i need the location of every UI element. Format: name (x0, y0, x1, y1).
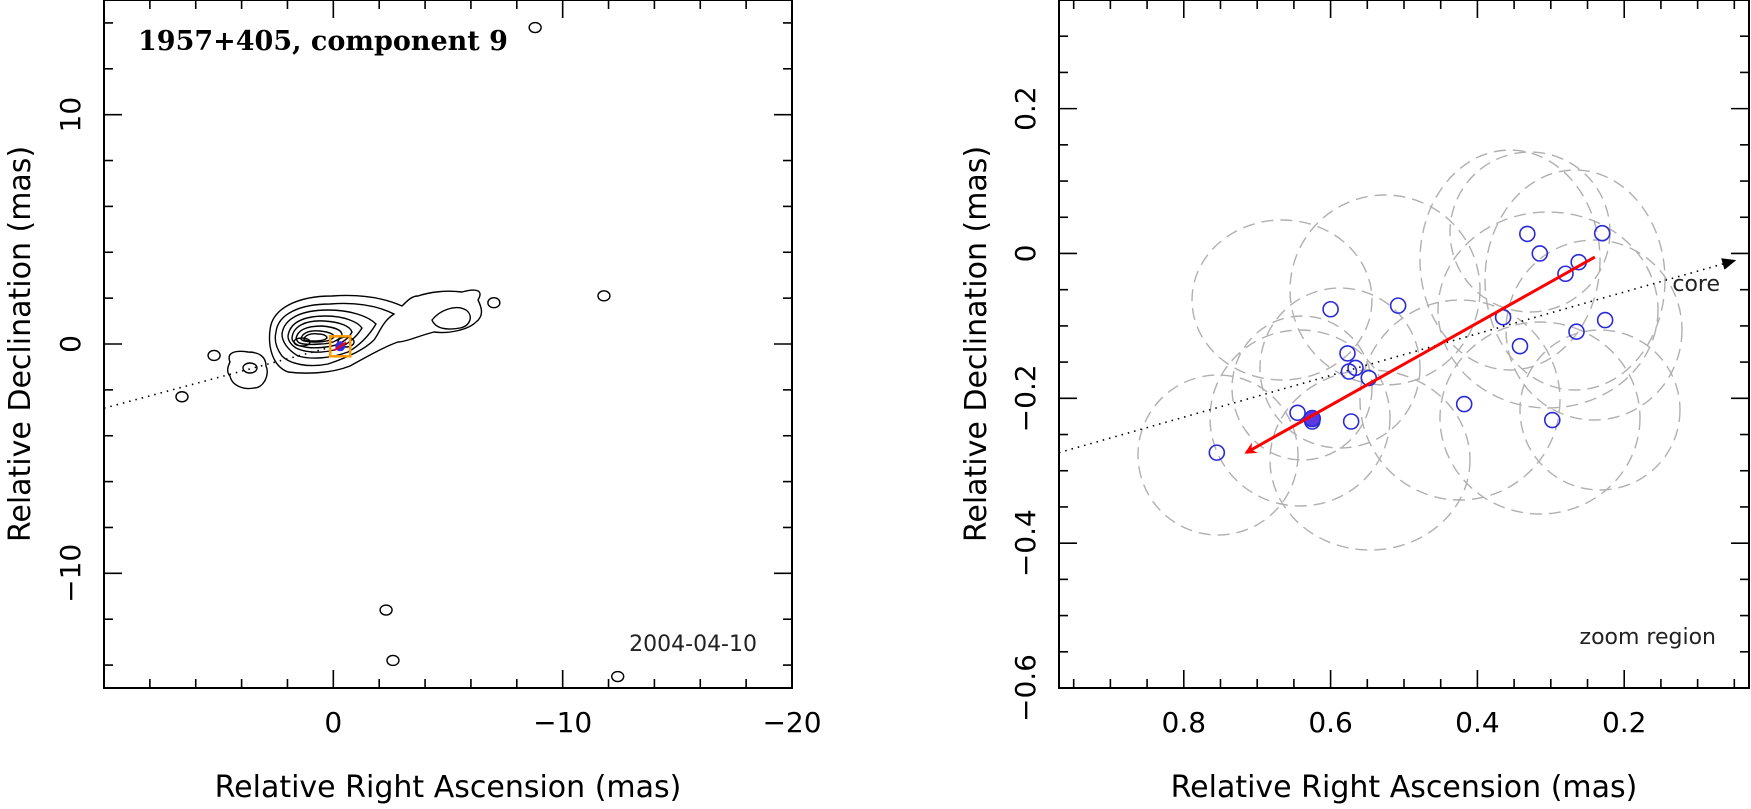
contour-island (528, 21, 542, 34)
component-position (1519, 225, 1536, 243)
right-xlabel: Relative Right Ascension (mas) (1171, 770, 1638, 805)
right-tick-labels: 0.8 0.6 0.4 0.2 −0.6 −0.4 −0.2 0 0.2 (1009, 86, 1646, 739)
left-plot-frame (103, 0, 793, 689)
ellipse (1137, 374, 1299, 536)
contour-knot-east (293, 337, 311, 347)
component-position (1543, 411, 1561, 429)
ellipse (1437, 211, 1659, 409)
y-tick-label: 0 (1009, 245, 1042, 263)
ellipse (1505, 239, 1683, 421)
y-tick-label: 10 (54, 97, 87, 133)
ellipse (1289, 194, 1481, 386)
contour-level-1 (268, 289, 483, 374)
component-position (1531, 245, 1549, 262)
contour-island (207, 349, 221, 362)
contour-level-2 (274, 302, 396, 367)
x-tick-label: 0.2 (1602, 706, 1647, 739)
component-position (1596, 311, 1614, 329)
y-tick-label: 0.2 (1009, 86, 1042, 131)
right-axis-ticks (1059, 0, 1749, 688)
right-plot-frame (1058, 0, 1750, 689)
component-position (1289, 404, 1306, 422)
component-position (1511, 337, 1529, 355)
y-tick-label: −0.2 (1009, 364, 1042, 432)
y-tick-label: 0 (54, 335, 87, 353)
component-position (1342, 413, 1360, 430)
contour-island (386, 654, 400, 667)
ellipse (1484, 169, 1666, 391)
left-ylabel: Relative Declination (mas) (3, 146, 38, 542)
left-panel-map: 0 −10 −20 −10 0 10 1957+405, component 9 2004… (3, 0, 822, 805)
uncertainty-ellipses (1137, 149, 1683, 551)
contour-east-blob (227, 350, 268, 390)
right-panel-zoom: 0.8 0.6 0.4 0.2 −0.6 −0.4 −0.2 0 0.2 core zoom r… (959, 0, 1750, 805)
component-position (1557, 265, 1574, 283)
x-tick-label: −20 (762, 706, 821, 739)
left-xlabel: Relative Right Ascension (mas) (215, 770, 682, 805)
epoch-label: 2004-04-10 (629, 632, 757, 657)
contour-level-8 (303, 333, 328, 342)
component-positions (1208, 224, 1614, 461)
contour-east-blob-inner (242, 362, 258, 374)
y-tick-label: −0.4 (1009, 509, 1042, 577)
x-tick-label: 0 (324, 706, 342, 739)
core-direction-line (1058, 258, 1737, 454)
component-marker (328, 335, 352, 358)
jet-direction-line (103, 343, 343, 409)
contour-island (379, 604, 393, 616)
ellipse (1449, 151, 1611, 313)
y-tick-label: −0.6 (1009, 654, 1042, 722)
x-tick-label: 0.4 (1455, 706, 1500, 739)
zoom-region-label: zoom region (1580, 625, 1716, 650)
component-position (1322, 300, 1339, 318)
component-position (1593, 224, 1611, 242)
contour-islands (175, 21, 625, 683)
contour-outer-jet (431, 306, 471, 330)
ellipse (1259, 287, 1421, 449)
left-axis-ticks (103, 0, 793, 688)
ellipse (1439, 321, 1641, 515)
left-tick-labels: 0 −10 −20 −10 0 10 (54, 97, 822, 739)
ellipse (1269, 369, 1471, 551)
x-tick-label: −10 (533, 706, 592, 739)
component-position (1208, 444, 1226, 461)
component-position (1568, 323, 1585, 340)
ellipse (1209, 329, 1391, 507)
component-vector (333, 341, 347, 352)
core-label: core (1672, 272, 1720, 297)
left-title: 1957+405, component 9 (138, 26, 508, 57)
component-position (1347, 359, 1364, 377)
zoom-region-box (328, 335, 352, 358)
y-tick-label: −10 (54, 544, 87, 603)
x-tick-label: 0.6 (1308, 706, 1353, 739)
contour-map (227, 289, 483, 390)
contour-island (175, 391, 189, 403)
right-ylabel: Relative Declination (mas) (959, 146, 994, 542)
motion-vector (1244, 255, 1596, 454)
component-position (1339, 345, 1356, 362)
x-tick-label: 0.8 (1162, 706, 1207, 739)
ellipse (1419, 149, 1601, 371)
contour-island (611, 670, 625, 683)
component-position (1455, 395, 1473, 413)
component-position (1389, 297, 1407, 314)
contour-island (597, 290, 611, 302)
ellipse (1231, 315, 1373, 461)
ellipse (1519, 329, 1681, 491)
contour-island (487, 297, 501, 309)
ellipse (1191, 219, 1373, 381)
ellipse (1359, 299, 1561, 501)
contour-level-3 (281, 309, 377, 359)
